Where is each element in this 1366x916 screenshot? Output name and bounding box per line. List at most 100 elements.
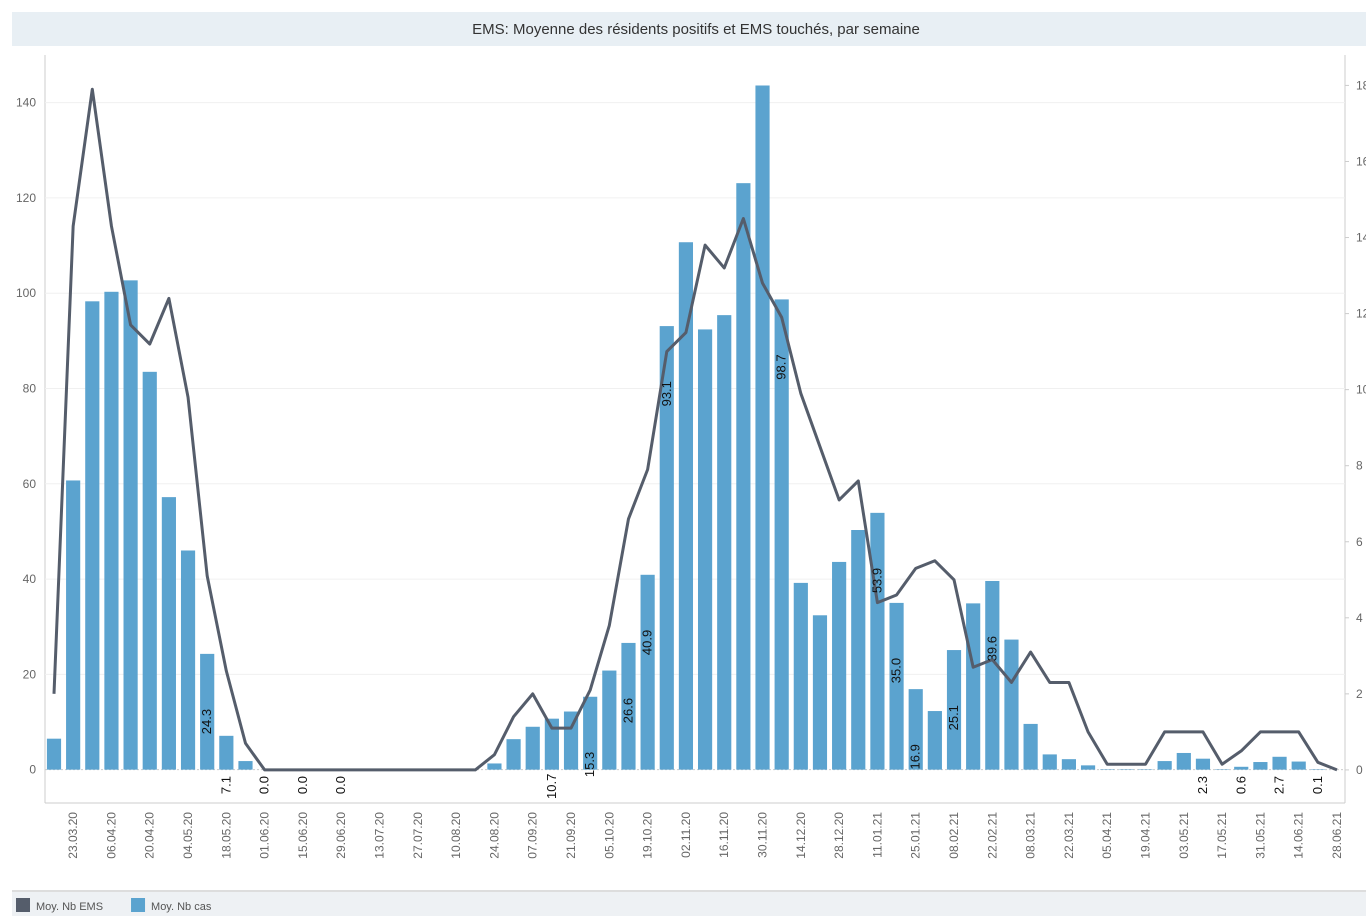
bar (1042, 754, 1057, 770)
x-tick-label: 27.07.20 (411, 812, 425, 859)
x-tick-label: 18.05.20 (219, 812, 233, 859)
data-label: 25.1 (946, 705, 961, 730)
data-label: 39.6 (984, 636, 999, 661)
data-label: 98.7 (774, 354, 789, 379)
x-tick-label: 25.01.21 (909, 812, 923, 859)
bar (1272, 756, 1287, 770)
bar (1234, 766, 1249, 770)
legend-bar (12, 892, 1366, 916)
data-label: 10.7 (544, 774, 559, 799)
y2-tick-label: 2 (1356, 687, 1363, 701)
x-tick-label: 14.06.21 (1292, 812, 1306, 859)
bar (755, 85, 770, 770)
bar (717, 315, 732, 770)
x-tick-label: 14.12.20 (794, 812, 808, 859)
x-tick-label: 20.04.20 (143, 812, 157, 859)
bar (889, 602, 904, 770)
x-tick-label: 13.07.20 (373, 812, 387, 859)
y2-tick-label: 18 (1356, 78, 1366, 92)
legend-label: Moy. Nb cas (151, 901, 212, 913)
bar (946, 650, 962, 770)
x-tick-label: 06.04.20 (104, 812, 118, 859)
x-tick-label: 24.08.20 (487, 812, 501, 859)
y-tick-label: 0 (29, 763, 36, 777)
x-tick-label: 30.11.20 (756, 812, 770, 858)
bar (736, 183, 751, 770)
bar (1253, 762, 1268, 770)
data-label: 0.6 (1233, 776, 1248, 794)
data-label: 7.1 (218, 776, 233, 794)
x-tick-label: 31.05.21 (1253, 812, 1267, 859)
x-tick-label: 11.01.21 (870, 812, 884, 858)
bar (1080, 765, 1096, 770)
bar (774, 299, 789, 770)
bar (200, 653, 215, 770)
legend-label: Moy. Nb EMS (36, 901, 103, 913)
y-tick-label: 20 (23, 667, 37, 681)
bar (487, 763, 502, 770)
bar (104, 291, 119, 770)
data-label: 24.3 (199, 709, 214, 734)
x-tick-label: 08.02.21 (947, 812, 961, 859)
bar (832, 561, 847, 770)
data-label: 2.7 (1272, 776, 1287, 794)
y2-tick-label: 10 (1356, 383, 1366, 397)
x-tick-label: 15.06.20 (296, 812, 310, 859)
bar (966, 603, 981, 770)
data-label: 0.1 (1310, 776, 1325, 794)
x-tick-label: 08.03.21 (1024, 812, 1038, 859)
x-tick-label: 23.03.20 (66, 812, 80, 859)
x-tick-label: 28.06.21 (1330, 812, 1344, 859)
y2-tick-label: 4 (1356, 611, 1363, 625)
data-label: 16.9 (908, 744, 923, 769)
bar (563, 711, 579, 770)
y2-tick-label: 8 (1356, 459, 1363, 473)
data-label: 93.1 (659, 381, 674, 406)
bar (812, 615, 828, 770)
legend-swatch (16, 898, 30, 912)
y2-tick-label: 14 (1356, 231, 1366, 245)
y-tick-label: 100 (16, 286, 36, 300)
x-tick-label: 04.05.20 (181, 812, 195, 859)
x-tick-label: 01.06.20 (258, 812, 272, 859)
x-tick-label: 02.11.20 (679, 812, 693, 858)
x-tick-label: 05.04.21 (1100, 812, 1114, 859)
x-tick-label: 07.09.20 (526, 812, 540, 859)
x-tick-label: 28.12.20 (832, 812, 846, 859)
data-label: 26.6 (620, 698, 635, 723)
bar (640, 574, 655, 770)
data-label: 15.3 (582, 752, 597, 777)
y-tick-label: 80 (23, 382, 37, 396)
bar (1291, 761, 1306, 770)
bar (1061, 759, 1076, 770)
bar (66, 480, 81, 770)
bar (180, 550, 196, 770)
x-tick-label: 19.04.21 (1139, 812, 1153, 859)
bar (602, 670, 617, 770)
bar (1157, 761, 1172, 770)
data-label: 53.9 (869, 568, 884, 593)
data-label: 40.9 (640, 630, 655, 655)
x-tick-label: 03.05.21 (1177, 812, 1191, 859)
x-tick-label: 10.08.20 (449, 812, 463, 859)
legend-swatch (131, 898, 146, 912)
bar (793, 582, 808, 770)
x-tick-label: 22.02.21 (985, 812, 999, 859)
y-tick-label: 120 (16, 191, 36, 205)
data-label: 0.0 (333, 776, 348, 794)
line (52, 87, 1338, 772)
title-bar (12, 12, 1366, 46)
x-tick-label: 22.03.21 (1062, 812, 1076, 859)
bar (1195, 758, 1211, 770)
y2-tick-label: 6 (1356, 535, 1363, 549)
data-label: 2.3 (1195, 776, 1210, 794)
bar (678, 242, 694, 770)
y-tick-label: 40 (23, 572, 37, 586)
y2-tick-label: 16 (1356, 154, 1366, 168)
data-label: 0.0 (257, 776, 272, 794)
bar (544, 718, 559, 770)
bar (583, 696, 598, 770)
bar (238, 761, 253, 770)
